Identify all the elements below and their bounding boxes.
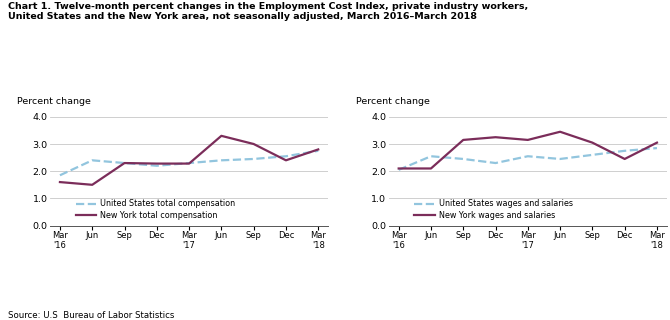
Text: Chart 1. Twelve-month percent changes in the Employment Cost Index, private indu: Chart 1. Twelve-month percent changes in… xyxy=(8,2,528,21)
Legend: United States wages and salaries, New York wages and salaries: United States wages and salaries, New Yo… xyxy=(411,196,576,223)
Text: Percent change: Percent change xyxy=(356,97,429,106)
Legend: United States total compensation, New York total compensation: United States total compensation, New Yo… xyxy=(72,196,239,223)
Text: Source: U.S  Bureau of Labor Statistics: Source: U.S Bureau of Labor Statistics xyxy=(8,311,174,320)
Text: Percent change: Percent change xyxy=(17,97,91,106)
